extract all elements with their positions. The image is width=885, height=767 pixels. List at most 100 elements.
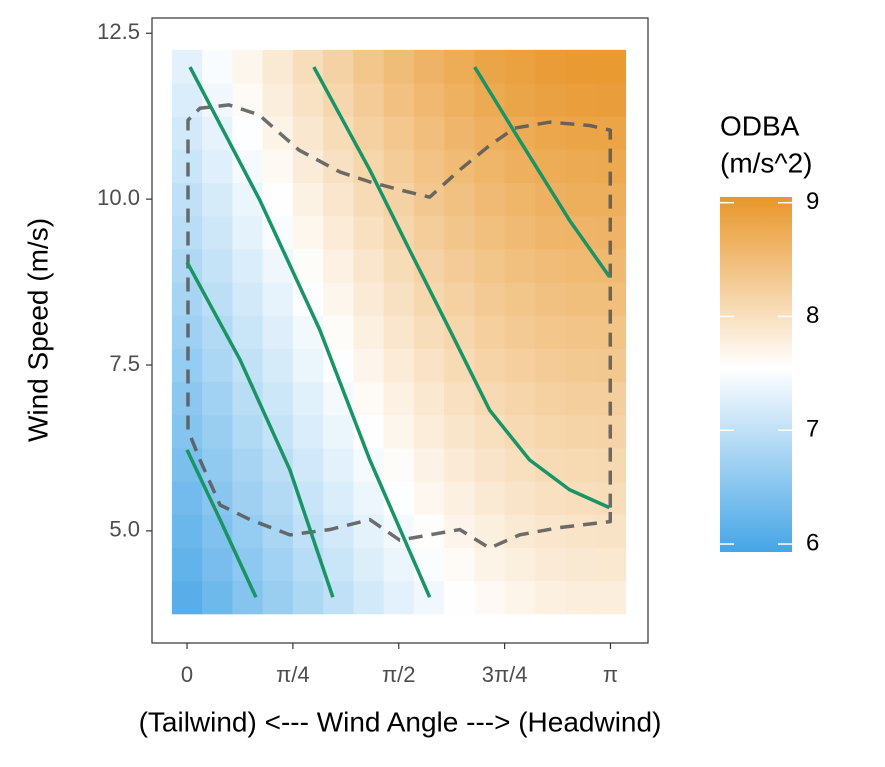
heat-cell	[504, 514, 536, 548]
heat-cell	[202, 49, 233, 84]
heat-cell	[534, 580, 566, 615]
heat-cell	[292, 248, 324, 283]
heat-cell	[171, 481, 203, 515]
heat-cell	[353, 49, 385, 84]
heat-cell	[565, 83, 596, 117]
heat-cell	[474, 547, 506, 582]
heat-cell	[534, 414, 566, 449]
heat-cell	[534, 248, 566, 283]
heat-cell	[474, 182, 506, 217]
heat-cell	[202, 447, 233, 482]
heat-cell	[565, 547, 596, 582]
heat-cell	[232, 215, 264, 250]
heat-cell	[565, 414, 596, 449]
heat-cell	[202, 547, 233, 582]
heat-cell	[595, 83, 627, 117]
heat-cell	[413, 381, 445, 416]
heat-cell	[474, 215, 506, 250]
heat-cell	[353, 547, 385, 582]
heat-cell	[444, 481, 475, 515]
heat-cell	[232, 481, 264, 515]
heat-cell	[353, 116, 385, 150]
heat-cell	[444, 547, 475, 582]
heat-cell	[202, 248, 233, 283]
heat-cell	[413, 315, 445, 349]
heat-cell	[292, 282, 324, 316]
contour-line	[312, 66, 611, 510]
heat-cell	[171, 547, 203, 582]
heat-cell	[202, 580, 233, 615]
heat-cell	[262, 381, 294, 416]
heat-cell	[534, 348, 566, 383]
heat-cell	[504, 481, 536, 515]
heat-cell	[534, 83, 566, 117]
heat-cell	[444, 414, 475, 449]
heat-cell	[202, 149, 233, 184]
heat-cell	[565, 182, 596, 217]
heat-cell	[323, 481, 354, 515]
heat-cell	[444, 83, 475, 117]
heat-cell	[595, 580, 627, 615]
heat-cell	[474, 481, 506, 515]
heat-cell	[383, 149, 415, 184]
heat-cell	[444, 381, 475, 416]
heat-cell	[202, 414, 233, 449]
heat-cell	[474, 315, 506, 349]
heat-cell	[504, 381, 536, 416]
heat-cell	[383, 49, 415, 84]
x-tick-label: π	[603, 662, 618, 687]
heat-cell	[474, 348, 506, 383]
heat-cell	[413, 83, 445, 117]
heat-cell	[534, 381, 566, 416]
heat-cell	[232, 49, 264, 84]
heat-cell	[262, 481, 294, 515]
heat-cell	[444, 282, 475, 316]
heat-cell	[292, 447, 324, 482]
y-tick-label: 12.5	[97, 19, 140, 44]
heat-cell	[262, 49, 294, 84]
heat-cell	[353, 348, 385, 383]
heat-cell	[292, 481, 324, 515]
heat-cell	[534, 547, 566, 582]
heat-cell	[504, 149, 536, 184]
heat-cell	[413, 547, 445, 582]
heat-cell	[232, 580, 264, 615]
heat-cell	[565, 49, 596, 84]
colorbar-tick-label: 8	[806, 302, 819, 329]
heat-cell	[383, 315, 415, 349]
heat-cell	[565, 514, 596, 548]
y-tick-label: 7.5	[109, 351, 140, 376]
contour-line	[188, 66, 432, 598]
x-tick-label: π/2	[382, 662, 416, 687]
heat-cell	[534, 49, 566, 84]
heat-cell	[171, 49, 203, 84]
heat-cell	[413, 580, 445, 615]
heat-cell	[444, 182, 475, 217]
heat-cell	[565, 149, 596, 184]
heat-cell	[504, 580, 536, 615]
heat-cell	[474, 447, 506, 482]
x-tick-label: 3π/4	[482, 662, 528, 687]
heat-cell	[323, 447, 354, 482]
heat-cell	[323, 547, 354, 582]
heat-cell	[534, 315, 566, 349]
heat-cell	[413, 149, 445, 184]
heat-cell	[383, 248, 415, 283]
heat-cell	[262, 83, 294, 117]
heat-cell	[504, 248, 536, 283]
heat-cell	[595, 547, 627, 582]
heat-cell	[292, 83, 324, 117]
heat-cell	[444, 348, 475, 383]
heat-cell	[292, 215, 324, 250]
heat-cell	[323, 315, 354, 349]
plot-border	[151, 17, 649, 644]
heat-cell	[232, 447, 264, 482]
heat-cell	[565, 348, 596, 383]
heat-cell	[413, 447, 445, 482]
heat-cell	[504, 414, 536, 449]
heat-cell	[444, 116, 475, 150]
y-axis-label: Wind Speed (m/s)	[22, 218, 53, 442]
contour-line	[185, 261, 335, 598]
heat-cell	[202, 514, 233, 548]
heat-cell	[202, 215, 233, 250]
